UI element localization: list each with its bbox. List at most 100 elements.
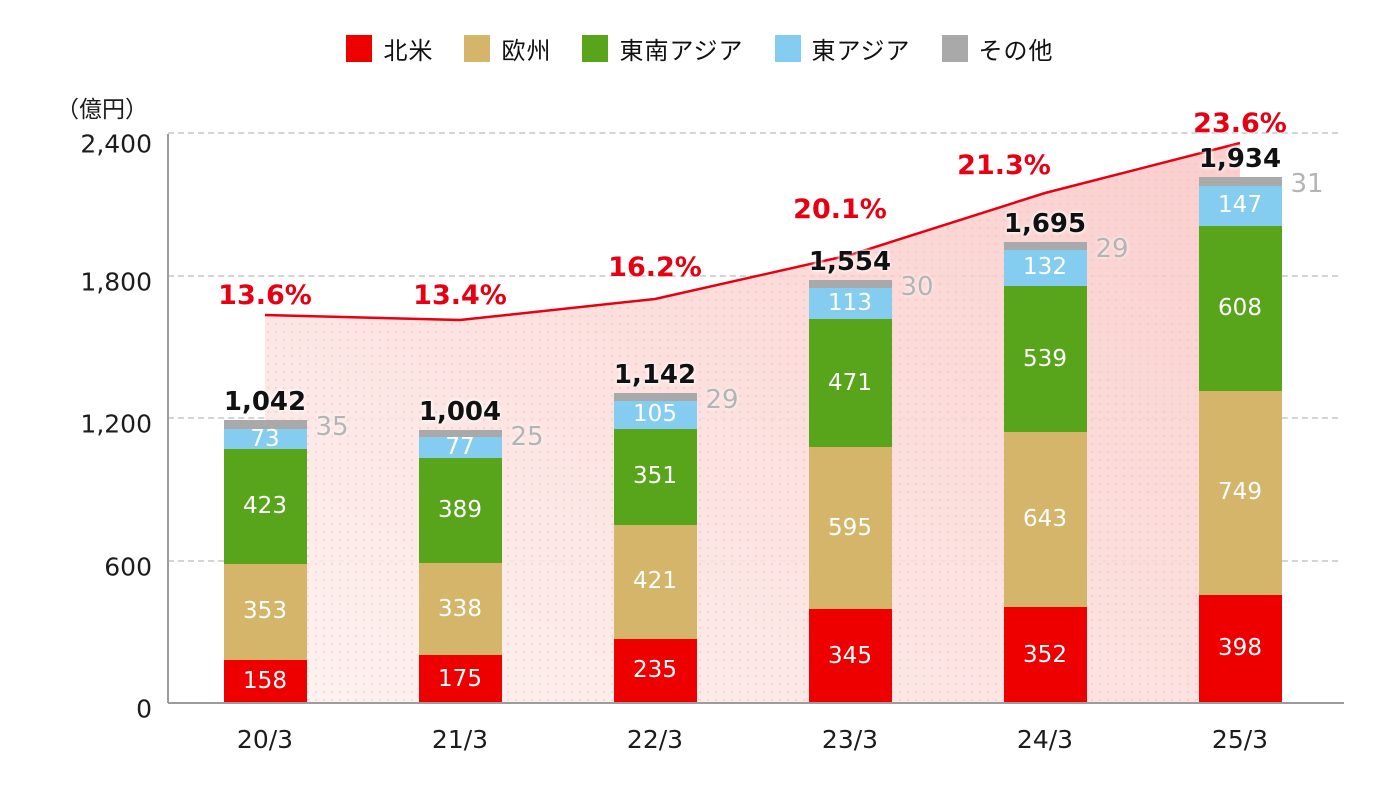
segment-value-label: 423: [243, 492, 287, 519]
bar-segment-東アジア: 105: [613, 400, 697, 430]
bar-segment-北米: 398: [1198, 594, 1282, 703]
legend-item: 北米: [346, 31, 433, 66]
legend: 北米 欧州 東南アジア 東アジア その他: [0, 31, 1400, 66]
bar-segment-欧州: 749: [1198, 390, 1282, 595]
other-segment-side-label: 29: [705, 384, 739, 415]
bar-segment-東南アジア: 608: [1198, 225, 1282, 391]
segment-value-label: 345: [828, 642, 872, 669]
segment-value-label: 471: [828, 369, 872, 396]
legend-item: 東南アジア: [582, 31, 743, 66]
bar-segment-欧州: 595: [808, 447, 892, 610]
bar-segment-欧州: 643: [1003, 432, 1087, 608]
bar-segment-欧州: 421: [613, 524, 697, 640]
legend-item: 欧州: [464, 31, 551, 66]
x-axis-label-25/3: 25/3: [1211, 725, 1269, 754]
y-tick-label: 600: [104, 552, 152, 581]
stacked-bar-25/3: 147 608 749 398: [1198, 177, 1282, 703]
bar-segment-東アジア: 73: [223, 425, 307, 452]
segment-value-label: 749: [1218, 479, 1262, 506]
segment-value-label: 353: [243, 598, 287, 625]
y-tick-label: 1,800: [80, 267, 152, 296]
gridline-600: [168, 559, 1338, 562]
x-axis-label-23/3: 23/3: [821, 725, 879, 754]
segment-value-label: 73: [250, 425, 280, 452]
stacked-bar-24/3: 132 539 643 352: [1003, 241, 1087, 703]
y-tick-label: 2,400: [80, 129, 152, 159]
bar-segment-北米: 235: [613, 639, 697, 703]
segment-value-label: 147: [1218, 192, 1262, 219]
ratio-percent-label: 23.6%: [1193, 108, 1287, 139]
segment-value-label: 338: [438, 595, 482, 622]
segment-value-label: 595: [828, 514, 872, 541]
bar-segment-欧州: 338: [418, 563, 502, 656]
gridline-1800: [168, 274, 1338, 277]
other-segment-side-label: 35: [315, 411, 349, 442]
segment-value-label: 132: [1023, 254, 1067, 281]
x-axis-label-20/3: 20/3: [236, 725, 294, 754]
other-segment-side-label: 25: [510, 421, 544, 452]
other-segment-side-label: 30: [900, 272, 934, 303]
bar-segment-その他: [1198, 177, 1282, 186]
legend-swatch: [582, 35, 609, 62]
ratio-percent-label: 20.1%: [793, 194, 887, 225]
ratio-percent-label: 21.3%: [957, 150, 1051, 181]
other-segment-side-label: 29: [1095, 233, 1129, 264]
y-axis-line: [167, 134, 169, 703]
legend-swatch: [941, 35, 968, 62]
bar-segment-その他: [613, 392, 697, 401]
legend-swatch: [464, 35, 491, 62]
stacked-bar-22/3: 105 351 421 235: [613, 392, 697, 703]
bar-segment-東アジア: 113: [808, 288, 892, 320]
bar-segment-北米: 345: [808, 609, 892, 703]
ratio-percent-label: 16.2%: [608, 252, 702, 283]
y-tick-label: 0: [136, 694, 152, 724]
legend-label: 東南アジア: [619, 37, 744, 65]
segment-value-label: 421: [633, 568, 677, 595]
segment-value-label: 351: [633, 463, 677, 490]
segment-value-label: 77: [445, 433, 475, 460]
y-axis-unit-label: （億円）: [56, 97, 148, 123]
stacked-bar-20/3: 73 423 353 158: [223, 419, 307, 703]
bar-segment-東南アジア: 539: [1003, 285, 1087, 433]
legend-item: その他: [941, 31, 1054, 66]
bar-segment-東アジア: 77: [418, 433, 502, 460]
legend-label: 北米: [383, 37, 434, 65]
ratio-percent-label: 13.6%: [218, 280, 312, 311]
bar-segment-東アジア: 147: [1198, 185, 1282, 226]
segment-value-label: 398: [1218, 635, 1262, 662]
segment-value-label: 113: [828, 290, 872, 317]
legend-label: 欧州: [501, 37, 552, 65]
bar-segment-北米: 158: [223, 659, 307, 703]
bar-segment-東南アジア: 423: [223, 448, 307, 564]
segment-value-label: 158: [243, 667, 287, 694]
gridline-2400: [168, 132, 1338, 134]
segment-value-label: 352: [1023, 641, 1067, 668]
segment-value-label: 608: [1218, 294, 1262, 321]
x-axis-line: [168, 702, 1344, 704]
ratio-percent-label: 13.4%: [413, 280, 507, 311]
other-segment-side-label: 31: [1290, 169, 1324, 200]
legend-item: 東アジア: [774, 31, 911, 66]
bar-segment-欧州: 353: [223, 563, 307, 660]
segment-value-label: 389: [438, 497, 482, 524]
bar-segment-北米: 352: [1003, 607, 1087, 703]
stacked-bar-23/3: 113 471 595 345: [808, 280, 892, 703]
legend-swatch: [774, 35, 801, 62]
segment-value-label: 105: [633, 401, 677, 428]
bar-segment-東南アジア: 471: [808, 319, 892, 448]
segment-value-label: 643: [1023, 506, 1067, 533]
legend-label: その他: [978, 37, 1054, 65]
bar-segment-東アジア: 132: [1003, 249, 1087, 286]
segment-value-label: 539: [1023, 345, 1067, 372]
bar-segment-その他: [808, 280, 892, 289]
legend-label: 東アジア: [811, 37, 911, 65]
bar-segment-北米: 175: [418, 655, 502, 703]
x-axis-label-24/3: 24/3: [1016, 725, 1074, 754]
x-axis-label-22/3: 22/3: [626, 725, 684, 754]
bar-segment-その他: [1003, 241, 1087, 250]
y-tick-label: 1,200: [80, 409, 152, 439]
legend-swatch: [346, 35, 373, 62]
x-axis-label-21/3: 21/3: [431, 725, 489, 754]
segment-value-label: 235: [633, 657, 677, 684]
